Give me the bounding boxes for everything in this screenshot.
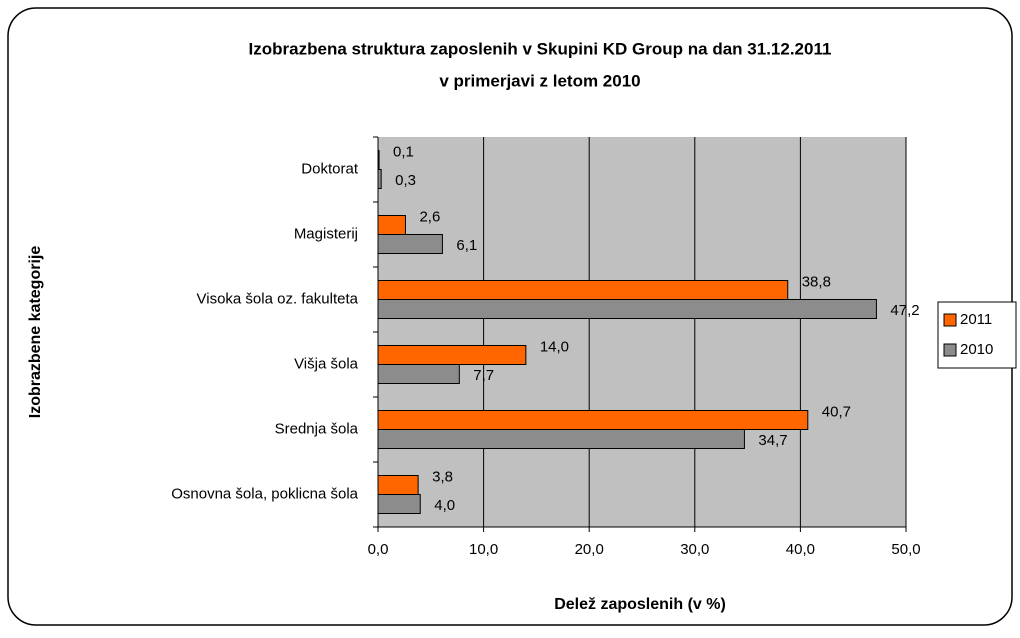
data-label: 6,1 bbox=[456, 237, 477, 254]
legend-swatch bbox=[943, 343, 957, 357]
y-tick-label: Visoka šola oz. fakulteta bbox=[197, 290, 359, 307]
y-axis-title: Izobrazbene kategorije bbox=[27, 246, 44, 419]
y-tick-label: Doktorat bbox=[301, 160, 359, 177]
bar bbox=[377, 215, 406, 235]
x-tick-label: 30,0 bbox=[680, 541, 709, 558]
data-label: 40,7 bbox=[822, 403, 851, 420]
bar bbox=[377, 234, 443, 254]
x-tick-label: 40,0 bbox=[786, 541, 815, 558]
chart-subtitle: v primerjavi z letom 2010 bbox=[439, 71, 640, 90]
legend-label: 2011 bbox=[960, 311, 992, 328]
y-tick-label: Srednja šola bbox=[275, 420, 359, 437]
data-label: 4,0 bbox=[434, 497, 455, 514]
x-tick-label: 20,0 bbox=[575, 541, 604, 558]
y-tick-label: Magisterij bbox=[294, 225, 358, 242]
legend-swatch bbox=[943, 313, 957, 327]
legend-box bbox=[937, 301, 1017, 369]
bar bbox=[377, 299, 877, 319]
x-tick-label: 10,0 bbox=[469, 541, 498, 558]
bar bbox=[377, 494, 421, 514]
x-tick-label: 50,0 bbox=[891, 541, 920, 558]
data-label: 0,3 bbox=[395, 172, 416, 189]
data-label: 3,8 bbox=[432, 468, 453, 485]
x-axis-title: Delež zaposlenih (v %) bbox=[554, 596, 726, 613]
data-label: 14,0 bbox=[540, 338, 569, 355]
bar bbox=[377, 169, 382, 189]
y-tick-label: Osnovna šola, poklicna šola bbox=[171, 485, 358, 502]
plot-area bbox=[378, 137, 906, 527]
data-label: 38,8 bbox=[802, 273, 831, 290]
data-label: 47,2 bbox=[890, 302, 919, 319]
legend-label: 2010 bbox=[960, 341, 993, 358]
chart-title: Izobrazbena struktura zaposlenih v Skupi… bbox=[249, 39, 832, 58]
data-label: 2,6 bbox=[419, 208, 440, 225]
bar bbox=[377, 280, 789, 300]
data-label: 34,7 bbox=[758, 432, 787, 449]
bar bbox=[377, 429, 745, 449]
y-tick-label: Višja šola bbox=[294, 355, 359, 372]
bar bbox=[377, 410, 809, 430]
bar bbox=[377, 475, 419, 495]
bar bbox=[377, 364, 460, 384]
bar bbox=[377, 150, 380, 170]
bar bbox=[377, 345, 527, 365]
data-label: 0,1 bbox=[393, 143, 414, 160]
data-label: 7,7 bbox=[473, 367, 494, 384]
x-tick-label: 0,0 bbox=[368, 541, 389, 558]
